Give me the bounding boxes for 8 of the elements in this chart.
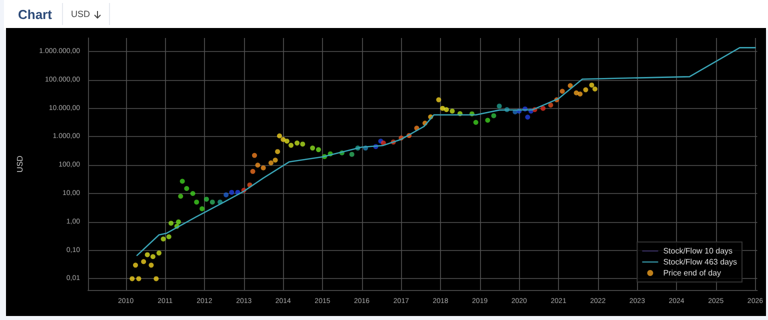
chart-subtitle: USD — [71, 9, 90, 19]
legend-label: Price end of day — [663, 268, 721, 278]
currency-dropdown: USD — [62, 3, 110, 25]
line-series — [136, 47, 756, 256]
chart-title: Chart — [18, 7, 52, 22]
legend-label: Stock/Flow 10 days — [663, 246, 733, 256]
y-axis-title: USD — [16, 155, 24, 172]
legend-label: Stock/Flow 463 days — [663, 258, 737, 266]
